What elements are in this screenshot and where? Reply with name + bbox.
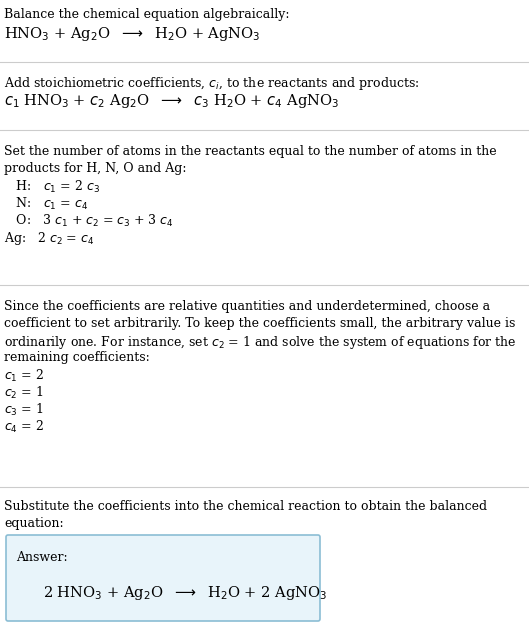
Text: ordinarily one. For instance, set $c_2$ = 1 and solve the system of equations fo: ordinarily one. For instance, set $c_2$ … [4,334,517,351]
Text: $c_4$ = 2: $c_4$ = 2 [4,419,44,435]
Text: Ag:   2 $c_2$ = $c_4$: Ag: 2 $c_2$ = $c_4$ [4,230,94,247]
Text: HNO$_3$ + Ag$_2$O  $\longrightarrow$  H$_2$O + AgNO$_3$: HNO$_3$ + Ag$_2$O $\longrightarrow$ H$_2… [4,25,260,43]
Text: Set the number of atoms in the reactants equal to the number of atoms in the: Set the number of atoms in the reactants… [4,145,497,158]
Text: coefficient to set arbitrarily. To keep the coefficients small, the arbitrary va: coefficient to set arbitrarily. To keep … [4,317,515,330]
Text: N:   $c_1$ = $c_4$: N: $c_1$ = $c_4$ [12,196,88,212]
Text: Answer:: Answer: [16,551,68,564]
Text: O:   3 $c_1$ + $c_2$ = $c_3$ + 3 $c_4$: O: 3 $c_1$ + $c_2$ = $c_3$ + 3 $c_4$ [12,213,174,229]
Text: $c_2$ = 1: $c_2$ = 1 [4,385,43,401]
Text: Balance the chemical equation algebraically:: Balance the chemical equation algebraica… [4,8,289,21]
Text: Substitute the coefficients into the chemical reaction to obtain the balanced: Substitute the coefficients into the che… [4,500,487,513]
Text: $c_1$ HNO$_3$ + $c_2$ Ag$_2$O  $\longrightarrow$  $c_3$ H$_2$O + $c_4$ AgNO$_3$: $c_1$ HNO$_3$ + $c_2$ Ag$_2$O $\longrigh… [4,92,339,110]
Text: equation:: equation: [4,517,63,530]
Text: $c_1$ = 2: $c_1$ = 2 [4,368,44,384]
Text: 2 HNO$_3$ + Ag$_2$O  $\longrightarrow$  H$_2$O + 2 AgNO$_3$: 2 HNO$_3$ + Ag$_2$O $\longrightarrow$ H$… [43,584,327,602]
Text: Since the coefficients are relative quantities and underdetermined, choose a: Since the coefficients are relative quan… [4,300,490,313]
Text: $c_3$ = 1: $c_3$ = 1 [4,402,43,418]
Text: remaining coefficients:: remaining coefficients: [4,351,150,364]
Text: products for H, N, O and Ag:: products for H, N, O and Ag: [4,162,187,175]
Text: H:   $c_1$ = 2 $c_3$: H: $c_1$ = 2 $c_3$ [12,179,100,195]
FancyBboxPatch shape [6,535,320,621]
Text: Add stoichiometric coefficients, $c_i$, to the reactants and products:: Add stoichiometric coefficients, $c_i$, … [4,75,419,92]
